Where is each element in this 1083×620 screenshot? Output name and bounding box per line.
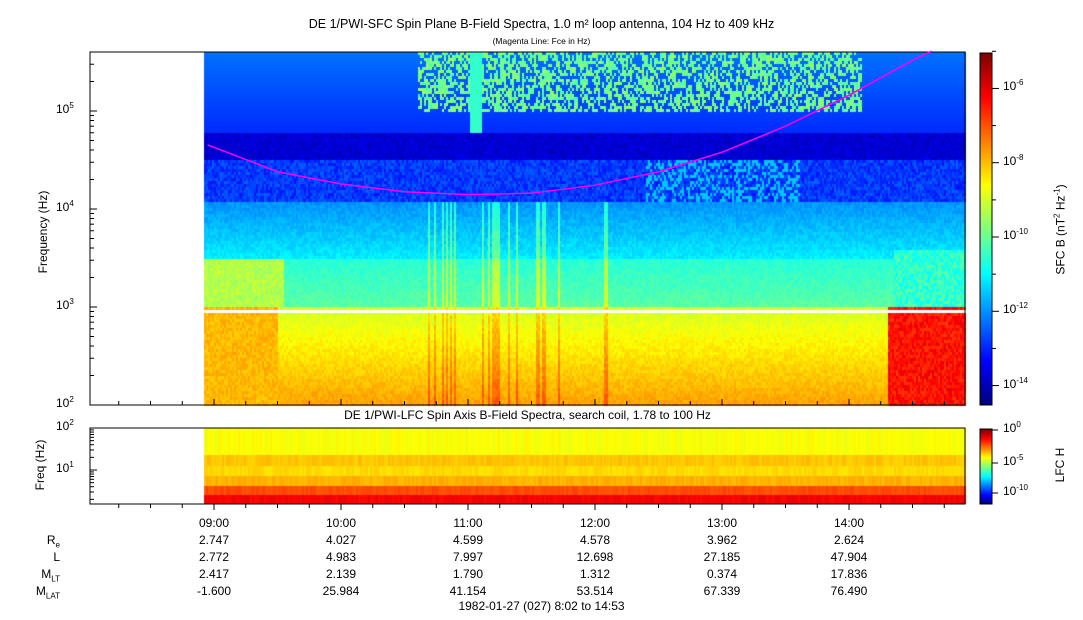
ephemeris-value: 1.312 bbox=[579, 567, 611, 581]
ephemeris-value: 2.139 bbox=[325, 567, 357, 581]
colorbar-tick-label: 10-8 bbox=[1003, 152, 1024, 168]
colorbar-tick-label: 10-10 bbox=[1003, 227, 1028, 242]
colorbar-tick-label: 10-5 bbox=[1003, 453, 1024, 468]
sfc-plot-frame bbox=[89, 51, 966, 406]
ephemeris-row-label: MLT bbox=[41, 567, 60, 584]
lfc-colorbar-frame bbox=[979, 428, 993, 505]
ephemeris-value: 3.962 bbox=[706, 533, 738, 547]
ephemeris-value: 41.154 bbox=[449, 584, 487, 598]
ephemeris-row-label: MLAT bbox=[35, 584, 60, 601]
y-tick-label: 102 bbox=[56, 395, 74, 410]
x-tick-label: 14:00 bbox=[833, 516, 865, 530]
colorbar-tick-label: 10-14 bbox=[1003, 375, 1028, 391]
ephemeris-value: 1.790 bbox=[452, 567, 484, 581]
ephemeris-value: 4.983 bbox=[325, 550, 357, 564]
y-tick-label: 103 bbox=[56, 297, 74, 312]
ephemeris-value: 7.997 bbox=[452, 550, 484, 564]
ephemeris-value: 17.836 bbox=[830, 567, 868, 581]
lfc-colorbar-label: LFC H bbox=[1053, 447, 1067, 483]
ephemeris-value: 47.904 bbox=[830, 550, 868, 564]
x-tick-label: 12:00 bbox=[579, 516, 611, 530]
chart-subtitle: (Magenta Line: Fce in Hz) bbox=[492, 36, 591, 46]
ephemeris-value: 27.185 bbox=[703, 550, 741, 564]
lfc-panel-title: DE 1/PWI-LFC Spin Axis B-Field Spectra, … bbox=[344, 408, 711, 422]
y-tick-label: 105 bbox=[56, 101, 74, 116]
ephemeris-value: 2.417 bbox=[198, 567, 230, 581]
x-tick-label: 09:00 bbox=[198, 516, 230, 530]
ephemeris-value: 76.490 bbox=[830, 584, 868, 598]
chart-title: DE 1/PWI-SFC Spin Plane B-Field Spectra,… bbox=[308, 17, 775, 31]
time-range-footer: 1982-01-27 (027) 8:02 to 14:53 bbox=[458, 599, 625, 613]
ephemeris-value: 2.624 bbox=[833, 533, 865, 547]
ephemeris-value: 4.027 bbox=[325, 533, 357, 547]
ephemeris-value: 2.747 bbox=[198, 533, 230, 547]
ephemeris-value: 67.339 bbox=[703, 584, 741, 598]
ephemeris-value: 53.514 bbox=[576, 584, 614, 598]
ephemeris-row-label: Re bbox=[46, 533, 60, 550]
y-tick-label: 104 bbox=[56, 199, 74, 214]
x-tick-label: 10:00 bbox=[325, 516, 357, 530]
ephemeris-value: 4.578 bbox=[579, 533, 611, 547]
sfc-colorbar-frame bbox=[979, 52, 993, 406]
y-tick-label: 101 bbox=[56, 460, 74, 475]
ephemeris-value: 0.374 bbox=[706, 567, 738, 581]
x-tick-label: 13:00 bbox=[706, 516, 738, 530]
colorbar-tick-label: 100 bbox=[1003, 420, 1021, 435]
sfc-y-axis-label: Frequency (Hz) bbox=[36, 190, 50, 274]
ephemeris-row-label: L bbox=[53, 550, 60, 564]
sfc-colorbar-label: SFC B (nT2 Hz-1) bbox=[1052, 184, 1068, 275]
ephemeris-value: -1.600 bbox=[196, 584, 232, 598]
ephemeris-value: 4.599 bbox=[452, 533, 484, 547]
lfc-y-axis-label: Freq (Hz) bbox=[33, 439, 47, 491]
colorbar-tick-label: 10-6 bbox=[1003, 78, 1024, 94]
colorbar-tick-label: 10-10 bbox=[1003, 483, 1028, 498]
fce-magenta-line bbox=[207, 50, 932, 196]
ephemeris-value: 2.772 bbox=[198, 550, 230, 564]
x-tick-label: 11:00 bbox=[453, 516, 483, 530]
ephemeris-value: 12.698 bbox=[576, 550, 614, 564]
lfc-plot-frame bbox=[89, 427, 966, 505]
ephemeris-value: 25.984 bbox=[322, 584, 360, 598]
y-tick-label: 102 bbox=[56, 418, 74, 433]
colorbar-tick-label: 10-12 bbox=[1003, 301, 1028, 317]
